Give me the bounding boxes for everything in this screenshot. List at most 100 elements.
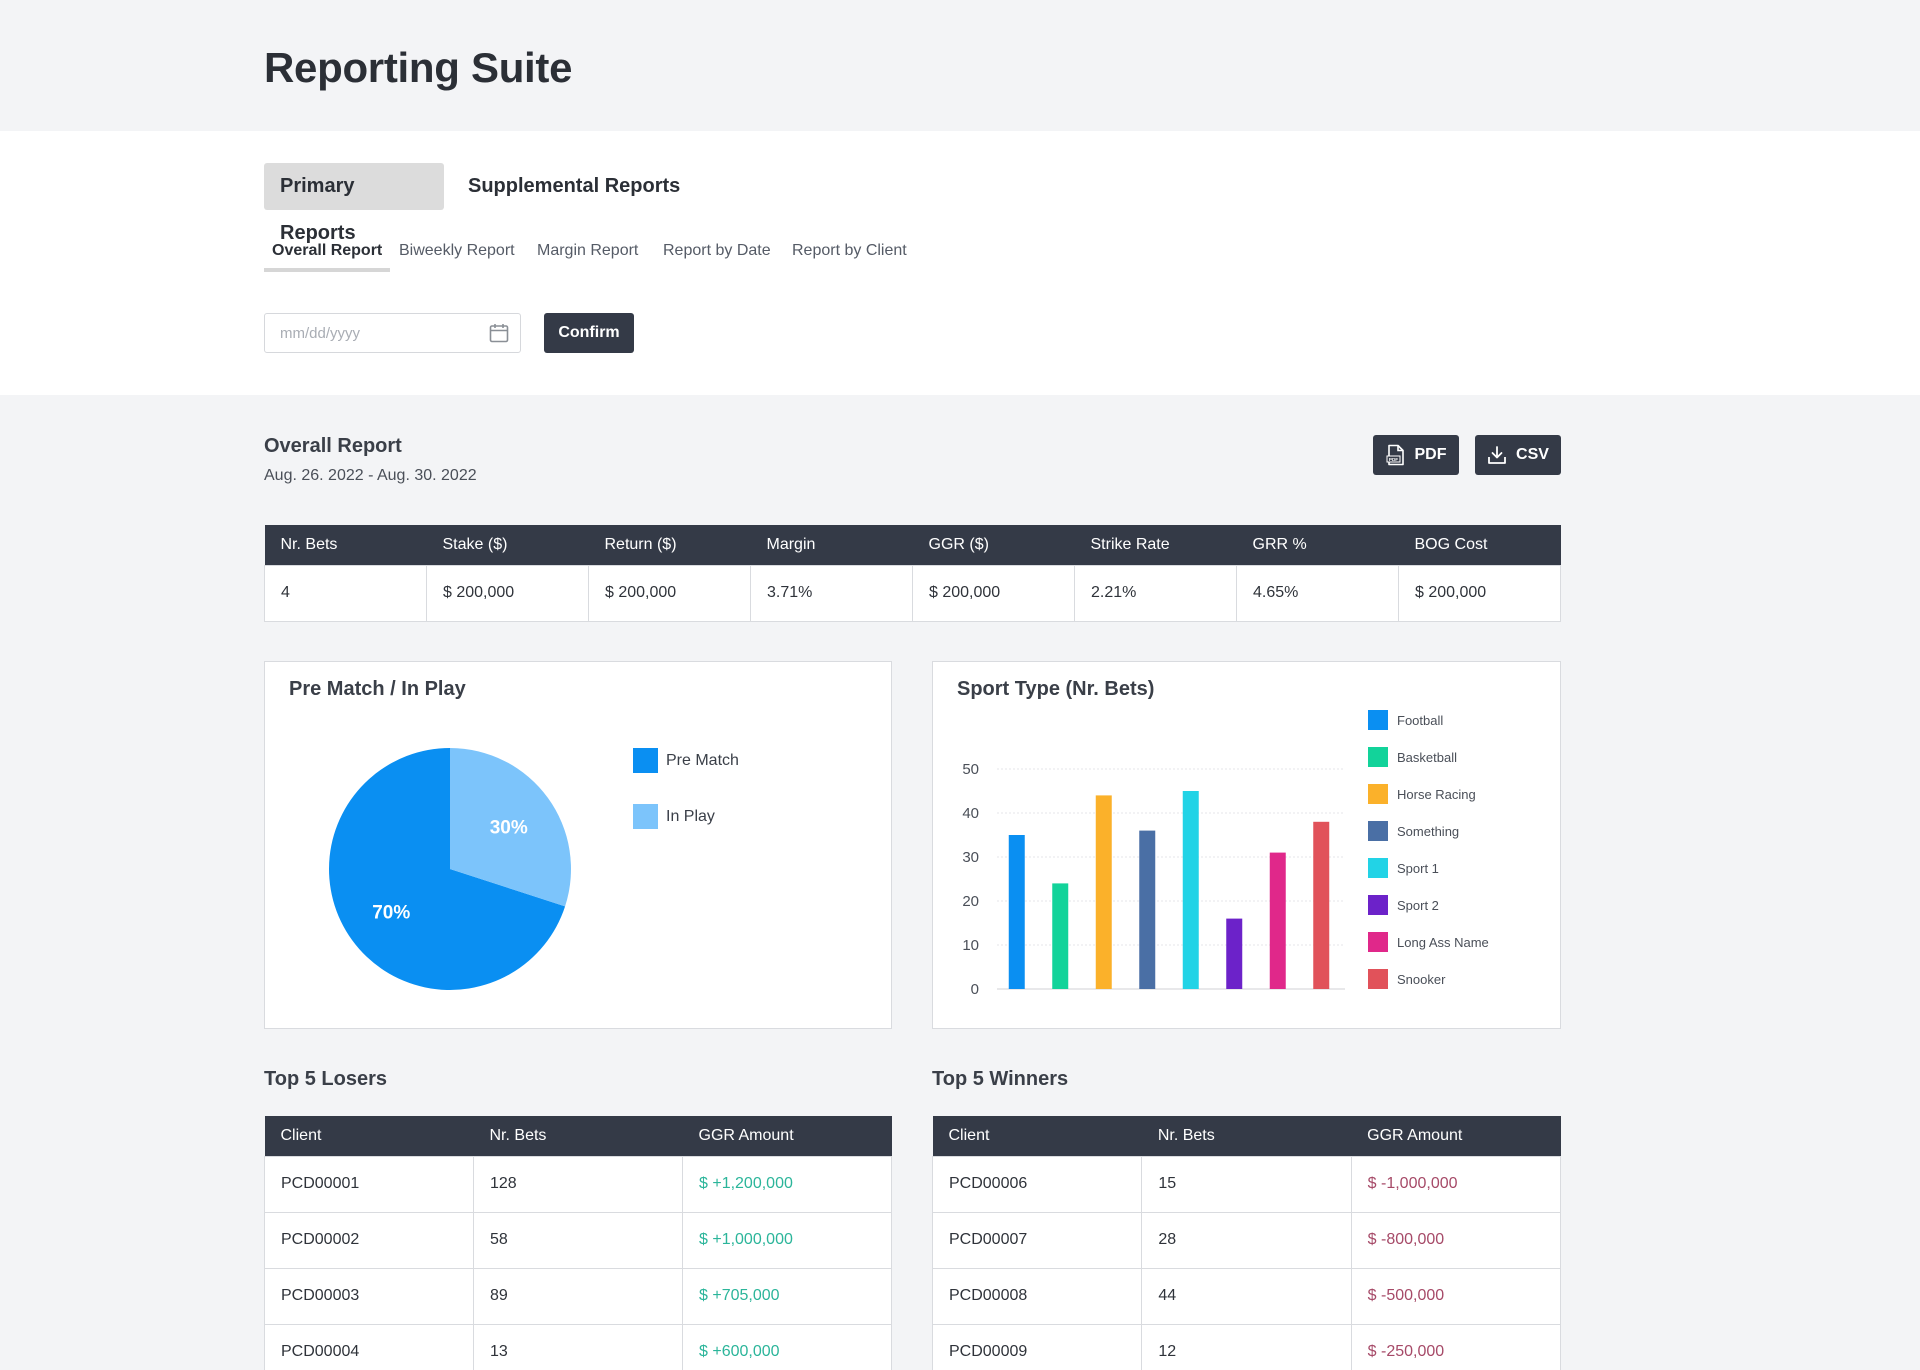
- report-date-range: Aug. 26. 2022 - Aug. 30. 2022: [264, 467, 477, 484]
- table-row: PCD00009 12 $ -250,000: [931, 1323, 1562, 1370]
- tab-supplemental-reports[interactable]: Supplemental Reports: [468, 175, 681, 197]
- bar-long-ass-name[interactable]: [1269, 852, 1286, 989]
- legend-item-snooker: Snooker: [1368, 969, 1445, 989]
- legend-label: Basketball: [1397, 749, 1457, 765]
- bar-sport-1[interactable]: [1182, 791, 1199, 989]
- col-header: GRR %: [1236, 525, 1399, 565]
- y-tick-label: 50: [962, 761, 979, 778]
- table-cell: 4: [264, 564, 427, 622]
- y-tick-label: 40: [962, 805, 979, 822]
- bets-cell: 13: [473, 1323, 683, 1370]
- table-cell: 4.65%: [1236, 564, 1399, 622]
- y-tick-label: 10: [962, 937, 979, 954]
- pie-label-in-play: 30%: [490, 817, 528, 838]
- tab-primary-reports[interactable]: Primary Reports: [264, 163, 444, 244]
- calendar-icon[interactable]: [488, 322, 510, 344]
- confirm-button[interactable]: Confirm: [544, 313, 634, 353]
- svg-text:PDF: PDF: [1388, 457, 1397, 462]
- legend-item-something: Something: [1368, 821, 1459, 841]
- col-header: Stake ($): [426, 525, 589, 565]
- subtab-overall-report[interactable]: Overall Report: [264, 240, 391, 272]
- legend-swatch: [1368, 969, 1388, 989]
- losers-title: Top 5 Losers: [264, 1068, 387, 1090]
- bets-cell: 28: [1141, 1211, 1352, 1269]
- export-csv-button[interactable]: CSV: [1475, 435, 1561, 475]
- table-cell: $ 200,000: [912, 564, 1075, 622]
- pie-label-pre-match: 70%: [372, 903, 410, 924]
- report-title: Overall Report: [264, 435, 402, 457]
- table-row: PCD00004 13 $ +600,000: [264, 1323, 892, 1370]
- bar-chart-title: Sport Type (Nr. Bets): [957, 678, 1155, 700]
- col-header: Nr. Bets: [264, 525, 427, 565]
- legend-label: Sport 2: [1397, 897, 1439, 913]
- table-cell: 2.21%: [1074, 564, 1237, 622]
- table-row: PCD00006 15 $ -1,000,000: [931, 1155, 1562, 1213]
- table-cell: $ 200,000: [588, 564, 751, 622]
- winners-title: Top 5 Winners: [932, 1068, 1069, 1090]
- col-header: Nr. Bets: [473, 1116, 683, 1156]
- bar-something[interactable]: [1139, 830, 1156, 989]
- subtab-margin-report[interactable]: Margin Report: [537, 242, 639, 259]
- losers-header-row: Client Nr. Bets GGR Amount: [264, 1116, 892, 1156]
- pdf-file-icon: PDF: [1386, 444, 1404, 466]
- legend-label: Something: [1397, 823, 1460, 839]
- pie-slice-in-play[interactable]: [450, 748, 571, 907]
- legend-swatch: [1368, 895, 1388, 915]
- bar-football[interactable]: [1008, 835, 1025, 989]
- legend-item-sport-1: Sport 1: [1368, 858, 1439, 878]
- table-cell: $ 200,000: [1398, 564, 1561, 622]
- legend-swatch: [1368, 821, 1388, 841]
- legend-label: Sport 1: [1397, 860, 1439, 876]
- col-header: Nr. Bets: [1141, 1116, 1352, 1156]
- ggr-cell: $ +705,000: [682, 1267, 892, 1325]
- bets-cell: 128: [473, 1155, 683, 1213]
- y-tick-label: 30: [962, 849, 979, 866]
- bets-cell: 15: [1141, 1155, 1352, 1213]
- client-cell: PCD00009: [931, 1323, 1143, 1370]
- pie-chart-card: Pre Match / In Play 70% 30% Pre Match In…: [264, 661, 892, 1029]
- legend-label: In Play: [666, 807, 715, 825]
- legend-swatch: [1368, 747, 1388, 767]
- bets-cell: 89: [473, 1267, 683, 1325]
- bar-horse-racing[interactable]: [1095, 795, 1112, 989]
- ggr-cell: $ -1,000,000: [1350, 1155, 1562, 1213]
- winners-header-row: Client Nr. Bets GGR Amount: [932, 1116, 1561, 1156]
- subtab-report-by-date[interactable]: Report by Date: [663, 242, 771, 259]
- client-cell: PCD00006: [931, 1155, 1143, 1213]
- ggr-cell: $ -800,000: [1350, 1211, 1562, 1269]
- legend-label: Pre Match: [666, 751, 739, 769]
- legend-item-football: Football: [1368, 710, 1443, 730]
- ggr-cell: $ +1,200,000: [682, 1155, 892, 1213]
- ggr-cell: $ +600,000: [682, 1323, 892, 1370]
- client-cell: PCD00004: [264, 1323, 474, 1370]
- table-row: PCD00008 44 $ -500,000: [931, 1267, 1562, 1325]
- bets-cell: 44: [1141, 1267, 1352, 1325]
- export-pdf-button[interactable]: PDF PDF: [1373, 435, 1459, 475]
- bar-basketball[interactable]: [1052, 883, 1069, 989]
- subtab-report-by-client[interactable]: Report by Client: [792, 242, 907, 259]
- client-cell: PCD00001: [264, 1155, 474, 1213]
- col-header: Return ($): [588, 525, 751, 565]
- date-input[interactable]: mm/dd/yyyy: [264, 313, 521, 353]
- legend-swatch: [1368, 784, 1388, 804]
- col-header: GGR Amount: [682, 1116, 892, 1156]
- legend-item-in-play: In Play: [633, 804, 715, 829]
- page-title: Reporting Suite: [264, 44, 573, 91]
- col-header: Strike Rate: [1074, 525, 1237, 565]
- summary-table: Nr. Bets Stake ($) Return ($) Margin GGR…: [264, 525, 1561, 622]
- export-pdf-label: PDF: [1414, 446, 1447, 463]
- legend-swatch: [1368, 858, 1388, 878]
- bar-sport-2[interactable]: [1226, 918, 1243, 989]
- table-cell: 3.71%: [750, 564, 913, 622]
- bar-snooker[interactable]: [1313, 821, 1330, 989]
- subtab-biweekly-report[interactable]: Biweekly Report: [399, 242, 515, 259]
- pie-slice-pre-match[interactable]: [329, 748, 566, 990]
- table-row: PCD00001 128 $ +1,200,000: [264, 1155, 892, 1213]
- winners-table: Client Nr. Bets GGR Amount PCD00006 15 $…: [931, 1116, 1562, 1370]
- legend-item-pre-match: Pre Match: [633, 748, 739, 773]
- col-header: Client: [932, 1116, 1142, 1156]
- legend-label: Snooker: [1397, 971, 1446, 987]
- table-cell: $ 200,000: [426, 564, 589, 622]
- page-header: Reporting Suite: [0, 0, 1920, 131]
- summary-header-row: Nr. Bets Stake ($) Return ($) Margin GGR…: [264, 525, 1561, 565]
